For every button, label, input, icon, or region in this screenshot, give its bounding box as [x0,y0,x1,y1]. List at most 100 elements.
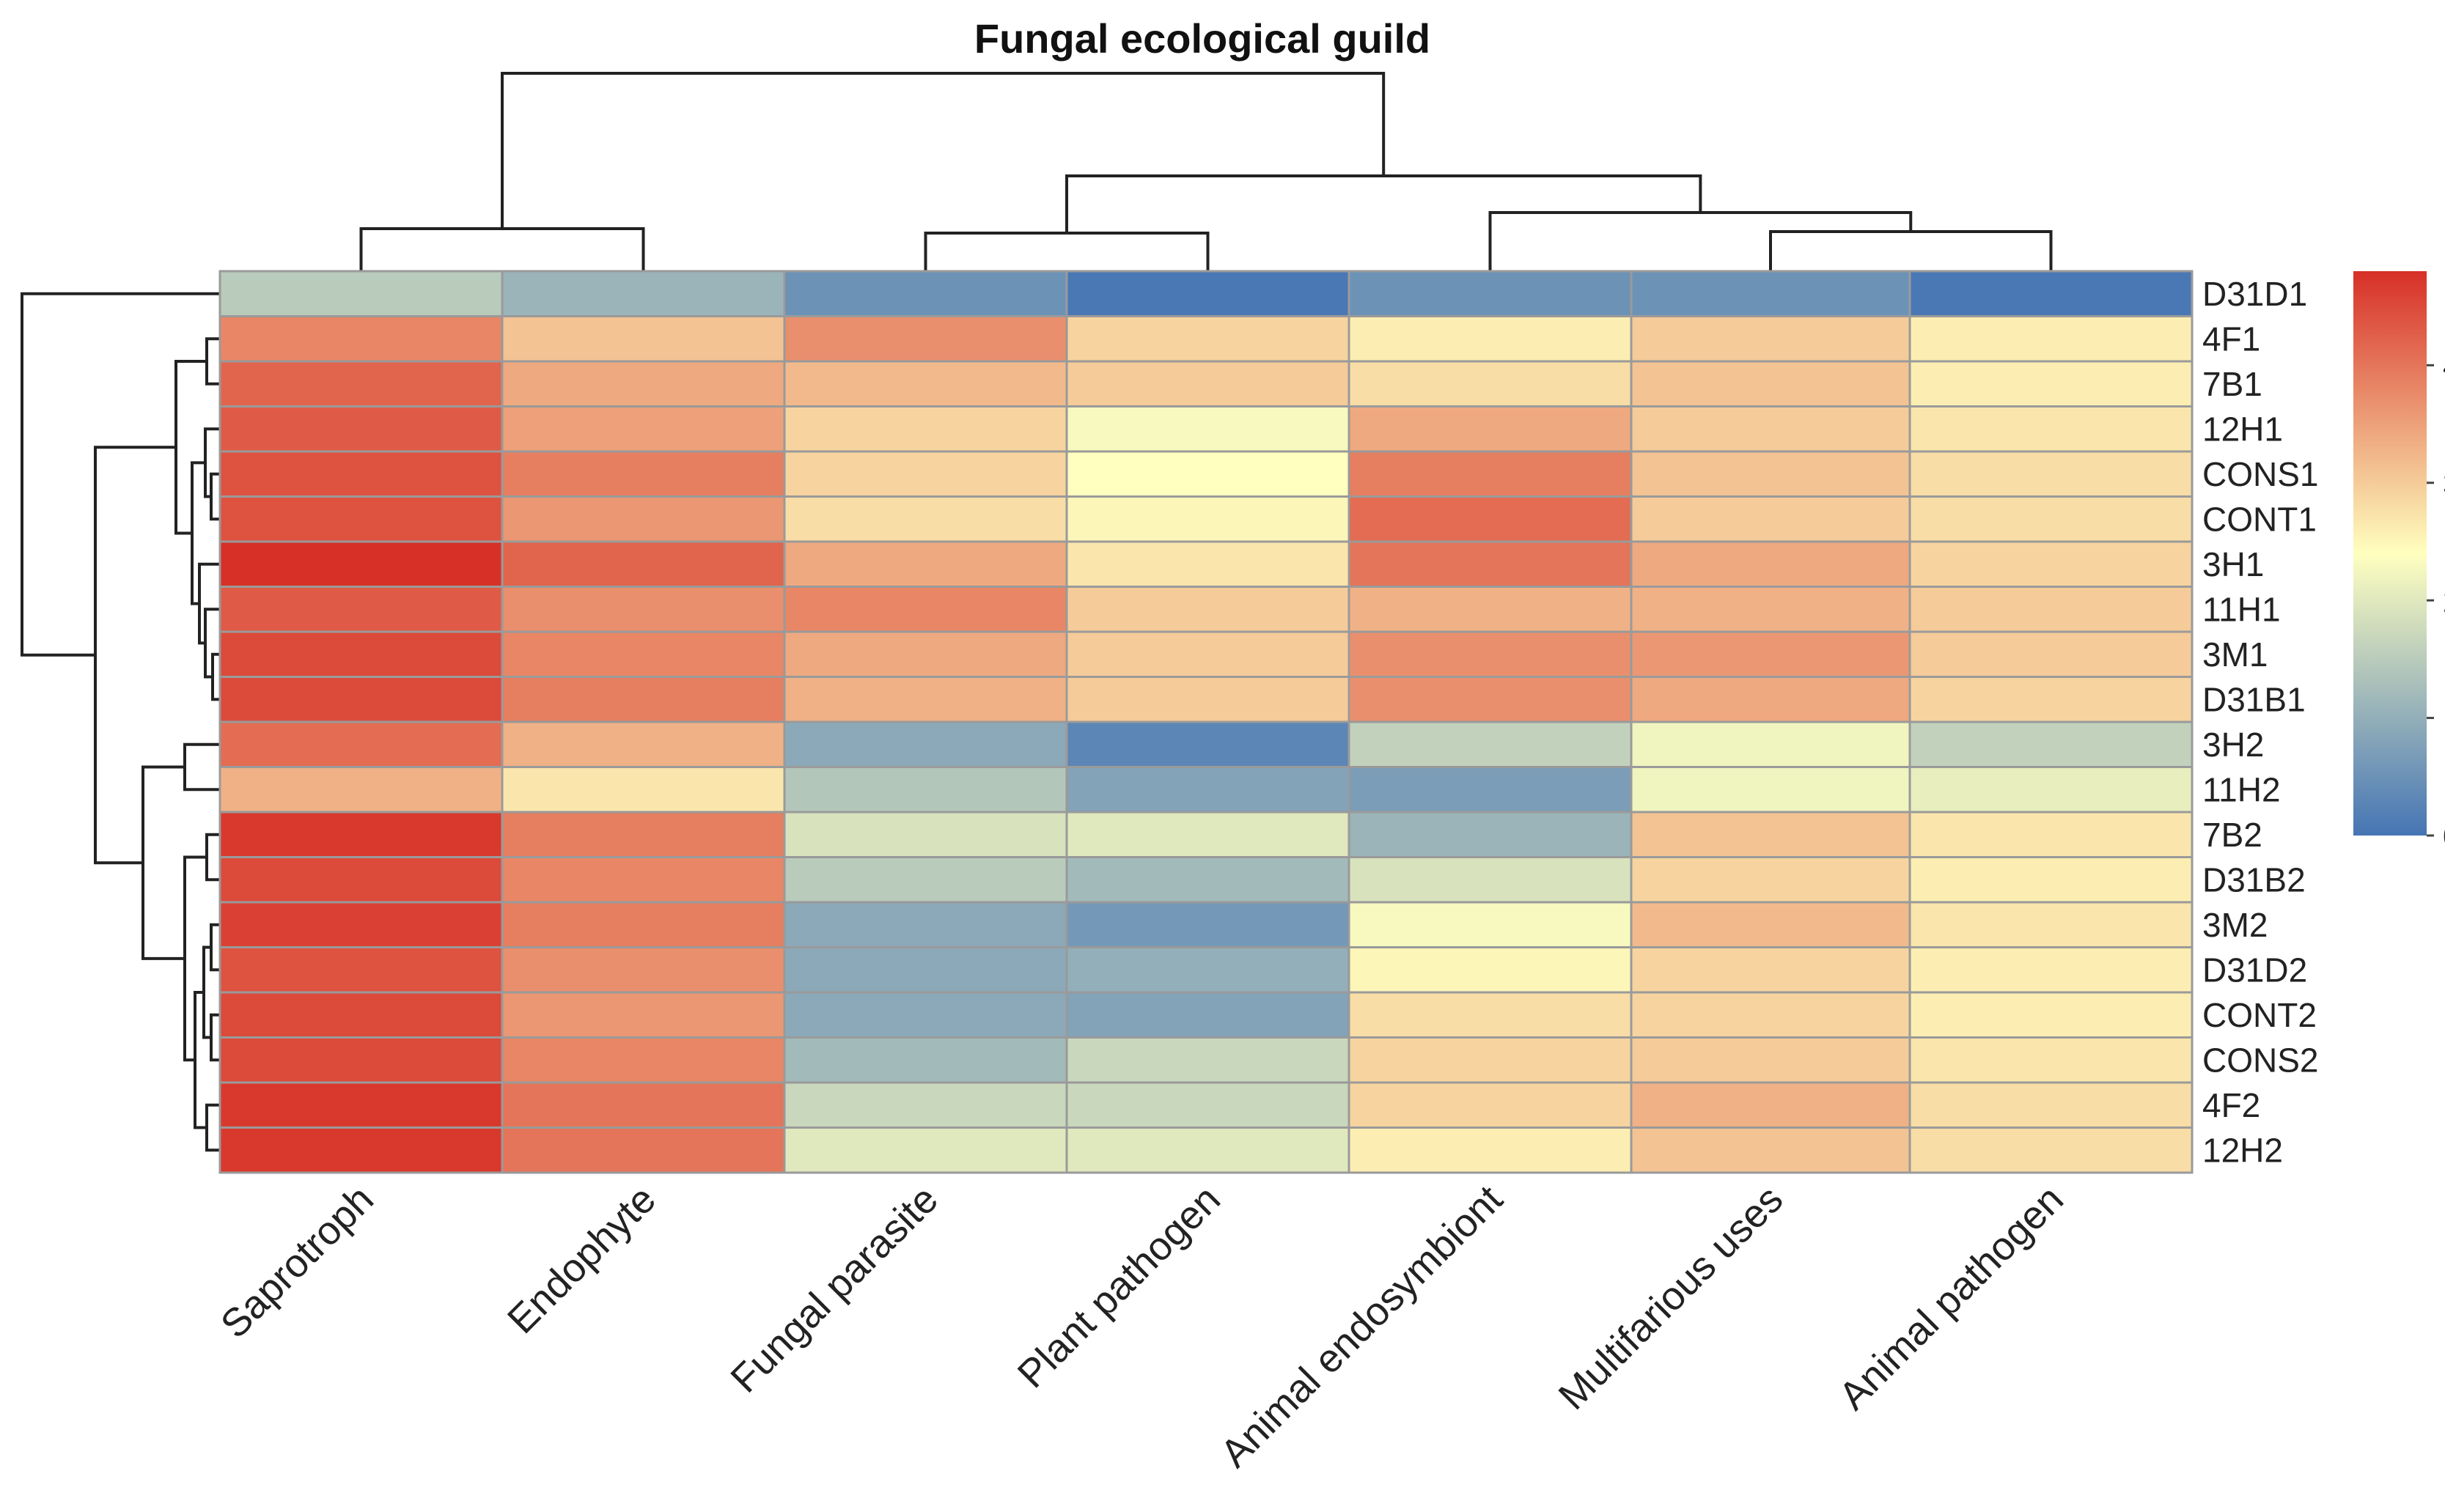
heatmap-cell-D31B1-2 [783,676,1068,723]
heatmap-cell-3M1-6 [1908,630,2194,678]
heatmap-cell-12H2-3 [1065,1126,1350,1174]
heatmap-cell-3H1-0 [218,540,504,588]
row-label: 3H2 [2202,726,2264,764]
heatmap-cell-CONS1-5 [1630,450,1911,498]
row-dendrogram-branch [205,337,220,386]
row-dendrogram-branch [141,765,185,960]
heatmap-cell-3H2-1 [501,720,786,768]
heatmap-cell-D31D1-2 [783,270,1068,317]
heatmap-cell-11H2-4 [1347,766,1633,814]
heatmap-cell-D31B1-3 [1065,676,1350,723]
column-label: Fungal parasite [722,1177,946,1401]
heatmap-cell-CONT2-3 [1065,991,1350,1039]
heatmap-cell-7B1-3 [1065,360,1350,407]
row-dendrogram-branch [198,562,220,645]
row-label: 4F1 [2202,320,2260,358]
heatmap-cell-CONT1-0 [218,495,504,543]
column-label: Endophyte [499,1177,664,1342]
heatmap-cell-CONT2-4 [1347,991,1633,1039]
heatmap-cell-7B1-6 [1908,360,2194,407]
legend-colorbar [2353,271,2427,836]
heatmap-cell-3H1-3 [1065,540,1350,588]
heatmap-cell-12H2-0 [218,1126,504,1174]
row-dendrogram-branch [205,1103,220,1152]
heatmap-cell-4F2-1 [501,1081,786,1129]
heatmap-cell-11H2-6 [1908,766,2194,814]
row-label: 7B2 [2202,816,2262,854]
heatmap-cell-CONT1-4 [1347,495,1633,543]
column-label: Plant pathogen [1010,1177,1229,1396]
heatmap-cell-D31B2-1 [501,856,786,904]
heatmap-cell-4F1-4 [1347,315,1633,363]
heatmap-cell-7B1-0 [218,360,504,407]
row-label: CONS1 [2202,455,2318,493]
heatmap-cell-4F2-3 [1065,1081,1350,1129]
heatmap-cell-CONS1-4 [1347,450,1633,498]
heatmap-cell-11H1-2 [783,586,1068,633]
row-dendrogram-branch [205,833,220,882]
heatmap-cell-3H2-3 [1065,720,1350,768]
heatmap-cell-7B1-5 [1630,360,1911,407]
heatmap-cell-CONT1-3 [1065,495,1350,543]
row-label: D31D2 [2202,951,2307,989]
heatmap-cell-4F2-2 [783,1081,1068,1129]
heatmap-cell-D31D1-3 [1065,270,1350,317]
heatmap-cell-4F1-5 [1630,315,1911,363]
heatmap-cell-CONS1-1 [501,450,786,498]
heatmap-cell-7B2-4 [1347,811,1633,858]
column-dendrogram-branch [924,232,1210,271]
legend-tick-label: 2 [2443,583,2445,619]
heatmap-cell-7B2-5 [1630,811,1911,858]
heatmap-cell-11H1-1 [501,586,786,633]
heatmap-cell-CONS1-6 [1908,450,2194,498]
heatmap-cell-CONS2-2 [783,1036,1068,1084]
heatmap-cell-3H1-6 [1908,540,2194,588]
column-label: Animal pathogen [1831,1177,2072,1418]
heatmap-cell-4F2-5 [1630,1081,1911,1129]
legend-tick-label: 0 [2443,819,2445,855]
heatmap-cell-12H1-2 [783,405,1068,453]
heatmap-cell-4F1-1 [501,315,786,363]
row-label: CONS2 [2202,1041,2318,1079]
heatmap-cell-D31D2-4 [1347,946,1633,994]
heatmap-cell-4F2-0 [218,1081,504,1129]
heatmap-cell-4F2-4 [1347,1081,1633,1129]
row-label: D31B1 [2202,680,2306,718]
heatmap-cell-12H1-4 [1347,405,1633,453]
heatmap-cell-D31B1-4 [1347,676,1633,723]
heatmap-cell-D31B1-6 [1908,676,2194,723]
row-label: CONT1 [2202,500,2317,538]
column-dendrogram-branch [1488,211,1913,271]
column-dendrogram-branch [1769,230,2053,271]
heatmap-cell-CONT2-1 [501,991,786,1039]
heatmap-cell-D31B2-0 [218,856,504,904]
heatmap-cell-3M1-4 [1347,630,1633,678]
heatmap-cell-3M1-0 [218,630,504,678]
heatmap-cell-CONT2-0 [218,991,504,1039]
heatmap-cell-12H1-3 [1065,405,1350,453]
row-label: 4F2 [2202,1086,2260,1124]
heatmap-cell-4F1-3 [1065,315,1350,363]
heatmap-cell-CONT2-5 [1630,991,1911,1039]
row-dendrogram-branch [94,446,176,865]
heatmap-cell-D31B1-1 [501,676,786,723]
heatmap-cell-D31B2-5 [1630,856,1911,904]
column-label: Saprotroph [213,1177,382,1346]
heatmap-cell-CONS2-4 [1347,1036,1633,1084]
heatmap-cell-11H2-2 [783,766,1068,814]
heatmap-cell-3H2-2 [783,720,1068,768]
heatmap-cell-7B2-1 [501,811,786,858]
heatmap-cell-11H2-1 [501,766,786,814]
heatmap-cell-3H1-2 [783,540,1068,588]
heatmap-cell-3M1-5 [1630,630,1911,678]
heatmap-cell-12H1-5 [1630,405,1911,453]
row-dendrogram-branch [210,1013,220,1062]
heatmap-cell-CONT2-6 [1908,991,2194,1039]
heatmap-cell-11H1-5 [1630,586,1911,633]
heatmap-cell-D31D1-6 [1908,270,2194,317]
heatmap-cell-D31B2-3 [1065,856,1350,904]
heatmap-cell-D31D2-5 [1630,946,1911,994]
heatmap-cell-12H2-1 [501,1126,786,1174]
heatmap-cell-3M2-1 [501,901,786,948]
heatmap-cell-11H2-5 [1630,766,1911,814]
